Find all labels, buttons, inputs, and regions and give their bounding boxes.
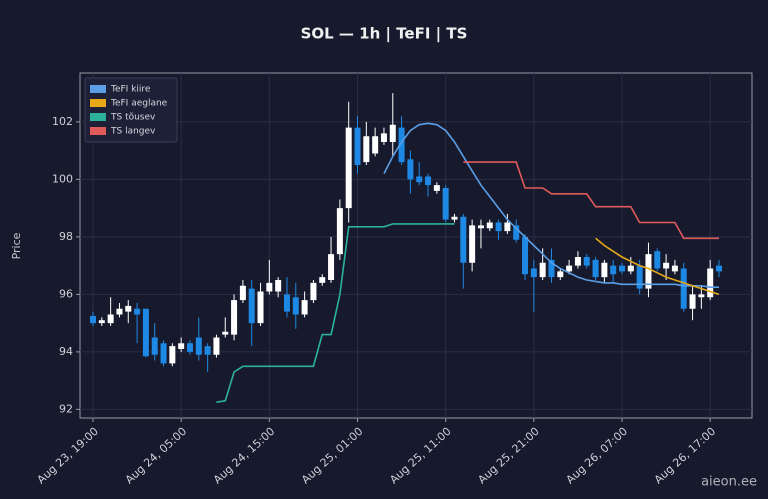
candle-body: [627, 265, 634, 272]
candle-body: [566, 265, 573, 272]
candle-body: [354, 127, 361, 165]
candle-body: [716, 265, 722, 272]
candle-body: [336, 208, 343, 255]
y-tick-label: 94: [59, 345, 73, 358]
candle-body: [178, 343, 185, 349]
legend-label: TeFI kiire: [110, 85, 151, 95]
candle-body: [319, 277, 326, 283]
candle-body: [301, 300, 308, 315]
candle-body: [363, 136, 370, 163]
candle-body: [204, 346, 211, 355]
candle-body: [151, 337, 158, 355]
legend-label: TeFI aeglane: [110, 99, 168, 109]
candle-body: [645, 254, 652, 289]
candle-body: [345, 127, 352, 209]
watermark: aieon.ee: [701, 475, 757, 490]
legend-box: [84, 77, 178, 143]
y-tick-label: 92: [59, 402, 73, 415]
y-tick-label: 98: [59, 230, 73, 243]
legend-swatch: [90, 127, 106, 135]
candle-body: [460, 216, 467, 263]
candle-body: [275, 280, 282, 292]
candle-body: [601, 262, 608, 278]
candle-body: [698, 294, 705, 298]
candle-body: [425, 176, 432, 186]
candle-body: [142, 308, 149, 357]
candle-body: [619, 265, 626, 272]
candle-body: [380, 133, 387, 142]
overlay-line: [383, 122, 719, 288]
candle-body: [583, 257, 590, 266]
candle-body: [125, 305, 132, 312]
overlay-line: [463, 161, 719, 240]
candle-body: [522, 236, 529, 275]
candle-body: [442, 188, 449, 220]
candle-body: [707, 268, 714, 298]
candle-body: [530, 268, 537, 278]
candle-body: [248, 288, 255, 324]
candle-body: [328, 254, 335, 280]
candle-body: [663, 262, 670, 269]
candle-body: [222, 331, 229, 335]
overlay-line: [216, 223, 455, 403]
candle-body: [680, 268, 687, 309]
legend-swatch: [90, 113, 106, 121]
candle-body: [90, 315, 96, 324]
legend-label: TS tõusev: [110, 113, 156, 123]
y-tick-label: 100: [52, 172, 73, 185]
candle-body: [539, 262, 546, 278]
candle-body: [283, 294, 290, 312]
legend-swatch: [90, 85, 106, 93]
candle-body: [116, 308, 123, 315]
candle-body: [416, 176, 423, 183]
chart-title: SOL — 1h | TeFI | TS: [301, 25, 468, 44]
candle-body: [231, 300, 238, 335]
candle-body: [195, 337, 202, 355]
candle-body: [433, 185, 440, 191]
candle-body: [574, 257, 581, 266]
candle-body: [407, 159, 414, 180]
candle-body: [169, 346, 176, 364]
candle-body: [239, 285, 246, 301]
y-tick-label: 96: [59, 287, 73, 300]
candle-body: [160, 343, 167, 364]
legend-label: TS langev: [110, 127, 156, 137]
candle-body: [292, 297, 299, 315]
candle-body: [592, 259, 599, 278]
candle-body: [486, 222, 493, 229]
overlay-line: [595, 237, 720, 296]
candle-body: [504, 222, 511, 232]
candle-body: [398, 127, 405, 163]
candle-body: [610, 265, 617, 275]
candle-body: [372, 136, 379, 154]
candle-body: [477, 225, 484, 229]
plot-frame: [79, 72, 753, 419]
candle-body: [636, 265, 643, 289]
candle-body: [557, 271, 564, 278]
candle-body: [654, 251, 661, 269]
candle-body: [389, 124, 396, 142]
candle-body: [257, 291, 264, 324]
candle-body: [107, 314, 114, 324]
candle-body: [469, 225, 476, 263]
candle-body: [266, 282, 273, 292]
y-tick-label: 102: [52, 115, 73, 128]
candle-body: [134, 308, 141, 315]
legend-swatch: [90, 99, 106, 107]
candle-body: [548, 259, 555, 278]
candle-body: [213, 337, 220, 355]
candle-body: [186, 343, 193, 352]
candle-body: [495, 222, 502, 232]
candle-body: [671, 265, 678, 272]
candle-body: [98, 320, 105, 324]
y-axis-label: Price: [10, 232, 23, 259]
candle-body: [689, 294, 696, 309]
candle-body: [451, 216, 458, 220]
candle-body: [310, 282, 317, 301]
candle-body: [513, 225, 520, 240]
